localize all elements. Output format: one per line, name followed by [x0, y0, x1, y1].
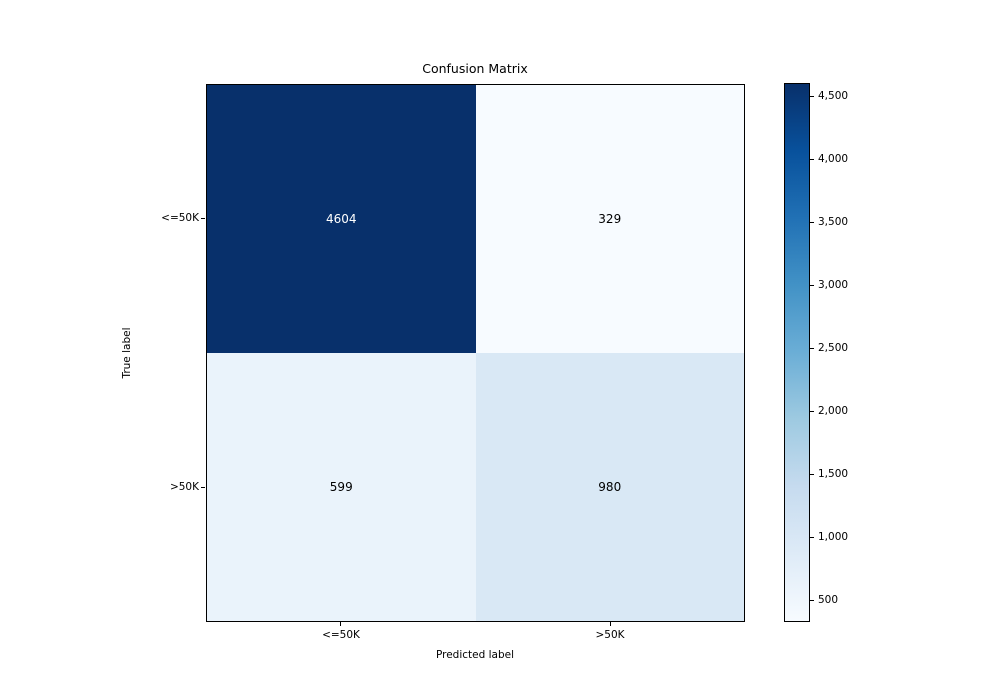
x-tick-label-le50k: <=50K — [322, 629, 360, 641]
y-axis-label: True label — [121, 327, 133, 379]
y-tick-mark — [201, 218, 205, 219]
colorbar-gradient — [784, 83, 810, 622]
cell-true-gt50k-pred-le50k: 599 — [207, 353, 476, 621]
colorbar-tick-mark — [810, 599, 814, 601]
heatmap-cells: 4604 329 599 980 — [207, 85, 744, 621]
cell-true-gt50k-pred-gt50k: 980 — [475, 353, 744, 621]
colorbar: 500 1,000 1,500 2,000 2,500 3,000 3,500 — [784, 83, 914, 622]
colorbar-tick: 1,000 — [810, 530, 848, 544]
colorbar-tick-label: 3,500 — [818, 216, 849, 228]
cell-true-le50k-pred-le50k: 4604 — [207, 85, 476, 353]
x-axis-label: Predicted label — [435, 649, 515, 661]
colorbar-tick: 1,500 — [810, 467, 848, 481]
colorbar-tick-label: 500 — [818, 594, 839, 606]
colorbar-tick: 4,000 — [810, 152, 848, 166]
colorbar-tick-mark — [810, 221, 814, 223]
y-tick-label-le50k: <=50K — [161, 212, 199, 224]
colorbar-tick-label: 3,000 — [818, 279, 849, 291]
colorbar-tick-mark — [810, 158, 814, 160]
colorbar-tick-mark — [810, 410, 814, 412]
colorbar-tick-mark — [810, 473, 814, 475]
x-tick-label-gt50k: >50K — [595, 629, 625, 641]
colorbar-tick: 500 — [810, 593, 838, 607]
colorbar-tick-label: 2,000 — [818, 405, 849, 417]
x-tick-mark — [340, 622, 341, 626]
colorbar-tick-label: 2,500 — [818, 342, 849, 354]
cell-true-le50k-pred-gt50k: 329 — [475, 85, 744, 353]
colorbar-tick-label: 4,500 — [818, 90, 849, 102]
colorbar-tick-label: 4,000 — [818, 153, 849, 165]
colorbar-tick-mark — [810, 284, 814, 286]
colorbar-tick: 4,500 — [810, 89, 848, 103]
y-tick-mark — [201, 487, 205, 488]
colorbar-tick-label: 1,500 — [818, 468, 849, 480]
x-tick-mark — [610, 622, 611, 626]
colorbar-tick-mark — [810, 95, 814, 97]
colorbar-tick: 3,500 — [810, 215, 848, 229]
colorbar-tick-mark — [810, 347, 814, 349]
colorbar-tick: 3,000 — [810, 278, 848, 292]
heatmap-axes: 4604 329 599 980 — [206, 84, 745, 622]
chart-title: Confusion Matrix — [422, 61, 528, 76]
colorbar-tick: 2,000 — [810, 404, 848, 418]
colorbar-tick-mark — [810, 536, 814, 538]
colorbar-tick-label: 1,000 — [818, 531, 849, 543]
y-tick-label-gt50k: >50K — [169, 481, 199, 493]
colorbar-tick: 2,500 — [810, 341, 848, 355]
